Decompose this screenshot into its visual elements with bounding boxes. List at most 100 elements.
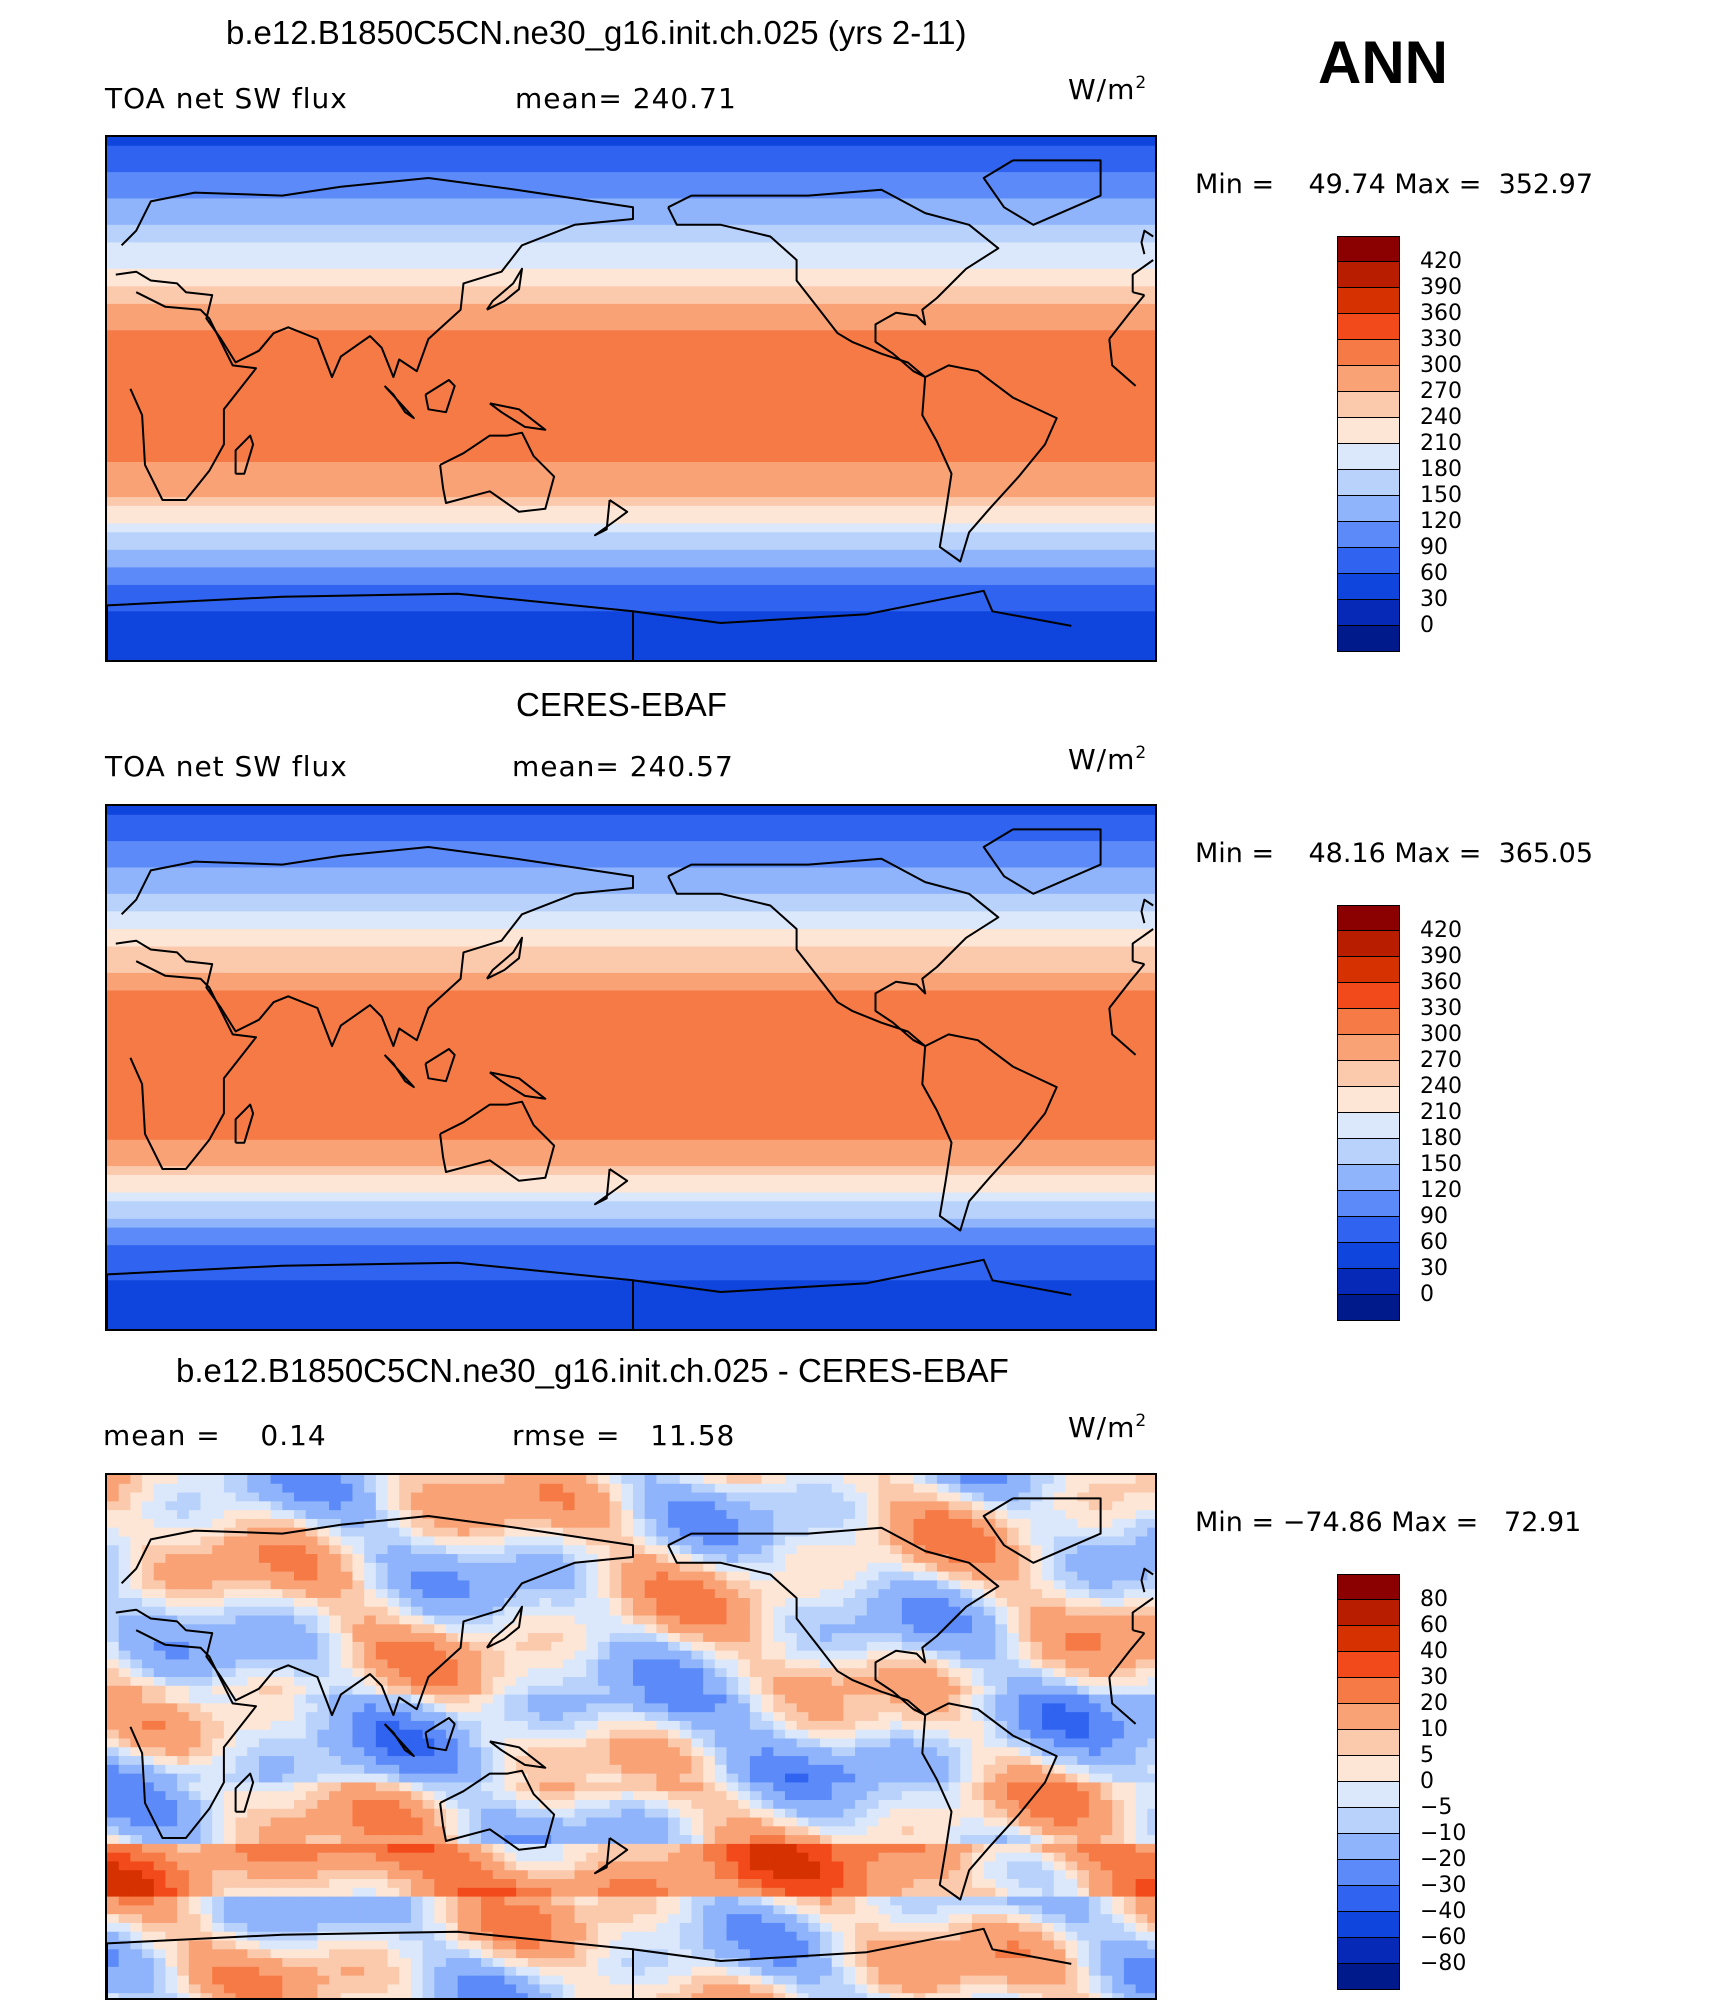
anomaly-cell xyxy=(866,1483,880,1494)
anomaly-cell xyxy=(387,1659,400,1669)
anomaly-cell xyxy=(784,1808,798,1819)
anomaly-cell xyxy=(294,1685,307,1696)
anomaly-cell xyxy=(294,1483,307,1494)
anomaly-cell xyxy=(784,1641,798,1652)
anomaly-cell xyxy=(784,1817,798,1827)
anomaly-cell xyxy=(399,1808,412,1819)
anomaly-cell xyxy=(1065,1764,1078,1775)
anomaly-cell xyxy=(656,1615,669,1625)
colorbar-swatch xyxy=(1337,548,1400,574)
colorbar-swatch xyxy=(1337,1113,1400,1139)
anomaly-cell xyxy=(633,1483,646,1494)
anomaly-cell xyxy=(294,1905,307,1915)
anomaly-cell xyxy=(527,1879,541,1889)
anomaly-cell xyxy=(317,1483,330,1494)
anomaly-cell xyxy=(270,1650,283,1661)
anomaly-cell xyxy=(609,1536,622,1546)
colorbar-swatch xyxy=(1337,905,1400,931)
anomaly-cell xyxy=(294,1826,307,1836)
anomaly-cell xyxy=(188,1896,202,1906)
zonal-band xyxy=(107,1087,1155,1097)
anomaly-cell xyxy=(445,1922,459,1933)
anomaly-cell xyxy=(960,1659,973,1669)
anomaly-cell xyxy=(714,1843,728,1854)
anomaly-cell xyxy=(913,1835,926,1845)
anomaly-cell xyxy=(621,1518,634,1529)
zonal-band xyxy=(107,286,1155,296)
anomaly-cell xyxy=(294,1659,307,1669)
anomaly-cell xyxy=(445,1896,459,1906)
anomaly-cell xyxy=(457,1545,470,1555)
anomaly-cell xyxy=(574,1747,587,1757)
anomaly-cell xyxy=(504,1589,517,1599)
anomaly-cell xyxy=(1088,1483,1102,1494)
anomaly-cell xyxy=(995,1720,1008,1731)
anomaly-cell xyxy=(1123,1641,1137,1652)
anomaly-cell xyxy=(1147,1826,1155,1836)
zonal-band xyxy=(107,347,1155,358)
anomaly-cell xyxy=(971,1650,985,1661)
anomaly-cell xyxy=(457,1896,470,1906)
anomaly-cell xyxy=(200,1835,213,1845)
anomaly-cell xyxy=(1147,1914,1155,1924)
anomaly-cell xyxy=(142,1641,155,1652)
anomaly-cell xyxy=(165,1720,178,1731)
anomaly-cell xyxy=(913,1659,926,1669)
anomaly-cell xyxy=(597,1712,611,1722)
anomaly-cell xyxy=(247,1624,260,1634)
anomaly-cell xyxy=(539,1492,552,1502)
anomaly-cell xyxy=(212,1545,225,1555)
anomaly-cell xyxy=(597,1782,611,1792)
anomaly-cell xyxy=(177,1931,190,1942)
anomaly-cell xyxy=(1042,1852,1055,1863)
anomaly-cell xyxy=(855,1756,868,1766)
coastline xyxy=(383,385,415,420)
anomaly-cell xyxy=(270,1589,283,1599)
anomaly-cell xyxy=(621,1808,634,1819)
anomaly-cell xyxy=(562,1896,576,1906)
anomaly-cell xyxy=(749,1606,763,1617)
anomaly-cell xyxy=(749,1580,763,1590)
anomaly-cell xyxy=(1030,1808,1043,1819)
anomaly-cell xyxy=(223,1633,237,1643)
anomaly-cell xyxy=(995,1861,1008,1871)
anomaly-cell xyxy=(130,1492,143,1502)
anomaly-cell xyxy=(983,1835,996,1845)
anomaly-cell xyxy=(165,1852,178,1863)
anomaly-cell xyxy=(434,1483,447,1494)
anomaly-cell xyxy=(749,1694,763,1704)
anomaly-cell xyxy=(983,1720,996,1731)
anomaly-cell xyxy=(656,1896,669,1906)
anomaly-cell xyxy=(445,1554,459,1564)
anomaly-cell xyxy=(516,1597,529,1608)
anomaly-cell xyxy=(878,1659,891,1669)
anomaly-cell xyxy=(527,1475,541,1485)
anomaly-cell xyxy=(504,1817,517,1827)
anomaly-cell xyxy=(107,1518,120,1529)
anomaly-cell xyxy=(188,1747,202,1757)
anomaly-cell xyxy=(1042,1562,1055,1573)
anomaly-cell xyxy=(399,1624,412,1634)
anomaly-cell xyxy=(890,1685,903,1696)
anomaly-cell xyxy=(1123,1492,1137,1502)
anomaly-cell xyxy=(329,1808,342,1819)
anomaly-cell xyxy=(703,1887,716,1898)
anomaly-cell xyxy=(1088,1852,1102,1863)
anomaly-cell xyxy=(1123,1764,1137,1775)
anomaly-cell xyxy=(153,1931,167,1942)
anomaly-cell xyxy=(527,1914,541,1924)
anomaly-cell xyxy=(1018,1492,1032,1502)
anomaly-cell xyxy=(878,1817,891,1827)
anomaly-cell xyxy=(516,1879,529,1889)
anomaly-cell xyxy=(831,1571,844,1581)
anomaly-cell xyxy=(516,1554,529,1564)
anomaly-cell xyxy=(352,1747,365,1757)
anomaly-cell xyxy=(633,1633,646,1643)
anomaly-cell xyxy=(960,1729,973,1740)
anomaly-cell xyxy=(679,1843,693,1854)
anomaly-cell xyxy=(597,1615,611,1625)
anomaly-cell xyxy=(387,1861,400,1871)
anomaly-cell xyxy=(971,1835,985,1845)
anomaly-cell xyxy=(843,1668,856,1678)
anomaly-cell xyxy=(1088,1887,1102,1898)
